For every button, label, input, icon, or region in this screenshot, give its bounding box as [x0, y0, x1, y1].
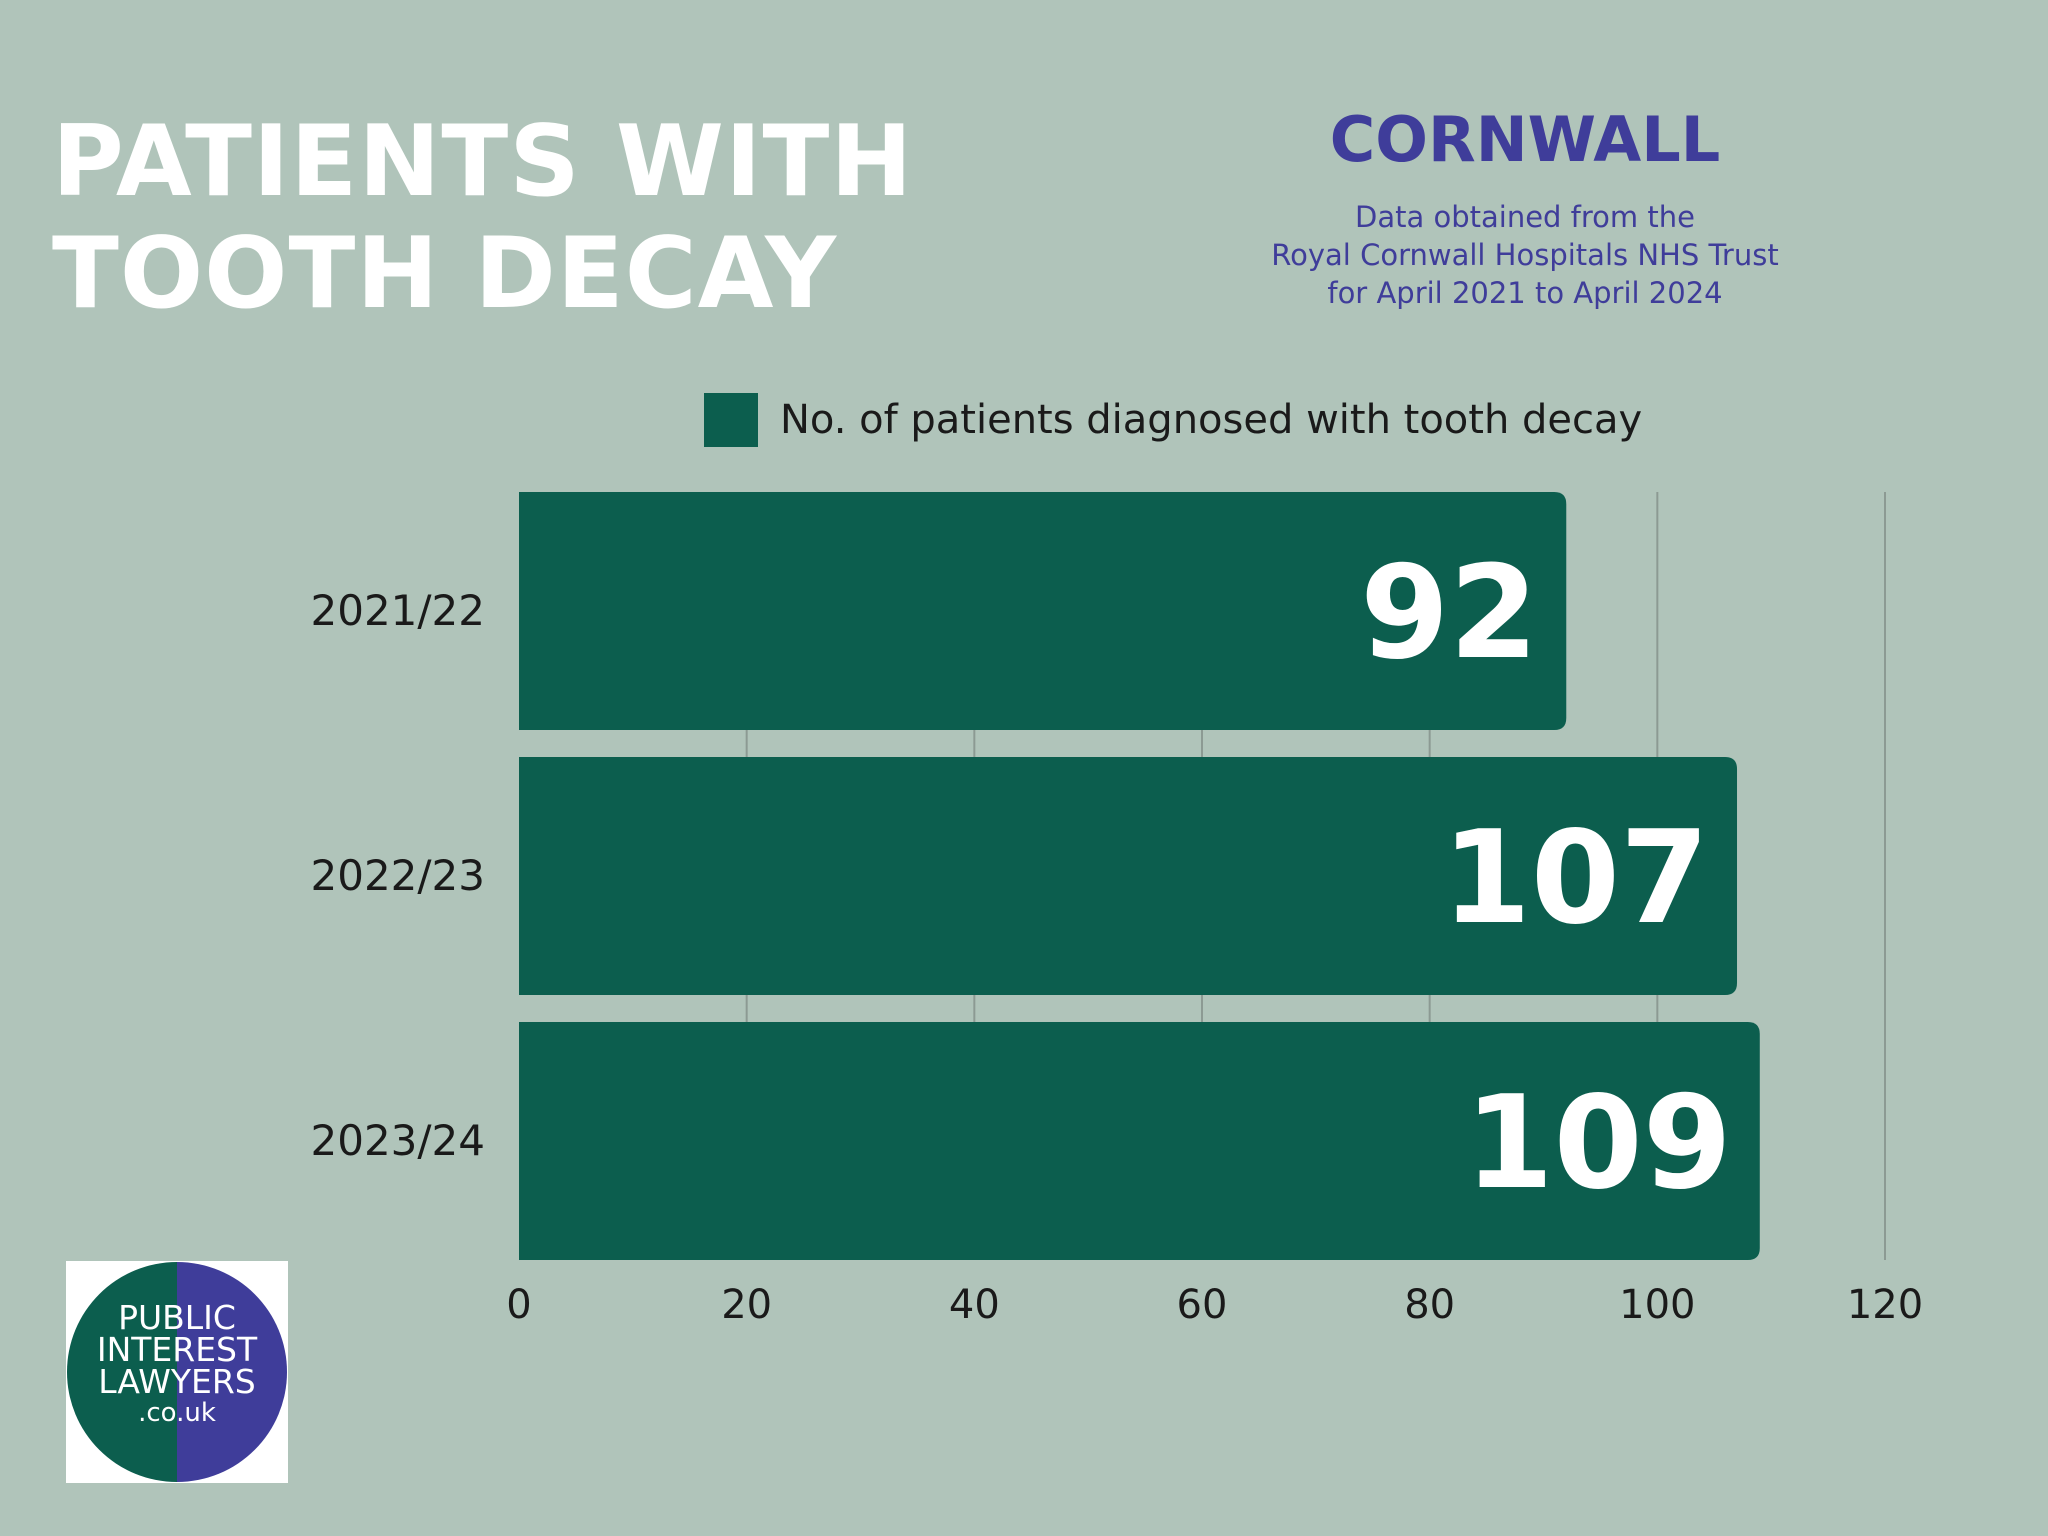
x-tick-label-40: 40: [949, 1282, 1000, 1328]
logo-circle: PUBLIC INTEREST LAWYERS .co.uk: [67, 1262, 287, 1482]
data-source-note: Data obtained from the Royal Cornwall Ho…: [1200, 198, 1850, 312]
chart-title-line-1: PATIENTS WITH: [52, 105, 914, 219]
data-label-2021-22: 92: [1360, 539, 1538, 688]
region-heading: CORNWALL: [1329, 103, 1721, 176]
logo-line-2: INTEREST: [96, 1330, 258, 1369]
x-tick-label-120: 120: [1847, 1282, 1923, 1328]
logo-line-1: PUBLIC: [118, 1298, 236, 1337]
logo-line-4: .co.uk: [138, 1398, 216, 1428]
chart-title: PATIENTS WITH TOOTH DECAY: [52, 106, 913, 330]
category-label-2022-23: 2022/23: [311, 851, 485, 900]
data-label-2023-24: 109: [1465, 1069, 1732, 1218]
source-line-3: for April 2021 to April 2024: [1327, 276, 1723, 310]
chart-title-line-2: TOOTH DECAY: [52, 217, 838, 331]
legend-swatch: [704, 393, 758, 447]
source-line-1: Data obtained from the: [1355, 200, 1695, 234]
category-label-2023-24: 2023/24: [311, 1116, 485, 1165]
chart-legend: No. of patients diagnosed with tooth dec…: [704, 390, 1642, 450]
x-tick-label-0: 0: [506, 1282, 531, 1328]
bar-2023-24: [519, 1022, 1760, 1260]
logo-line-3: LAWYERS: [98, 1362, 256, 1401]
data-label-2022-23: 107: [1442, 804, 1709, 953]
category-label-2021-22: 2021/22: [311, 586, 485, 635]
source-line-2: Royal Cornwall Hospitals NHS Trust: [1271, 238, 1779, 272]
region-block: CORNWALL Data obtained from the Royal Co…: [1200, 100, 1850, 312]
logo-text: PUBLIC INTEREST LAWYERS .co.uk: [67, 1298, 287, 1428]
x-tick-label-80: 80: [1404, 1282, 1455, 1328]
x-tick-label-60: 60: [1177, 1282, 1228, 1328]
bar-2022-23: [519, 757, 1738, 995]
x-tick-label-20: 20: [721, 1282, 772, 1328]
bar-2021-22: [519, 492, 1567, 730]
legend-label: No. of patients diagnosed with tooth dec…: [780, 397, 1643, 443]
x-tick-label-100: 100: [1619, 1282, 1695, 1328]
public-interest-lawyers-logo: PUBLIC INTEREST LAWYERS .co.uk: [66, 1261, 288, 1483]
